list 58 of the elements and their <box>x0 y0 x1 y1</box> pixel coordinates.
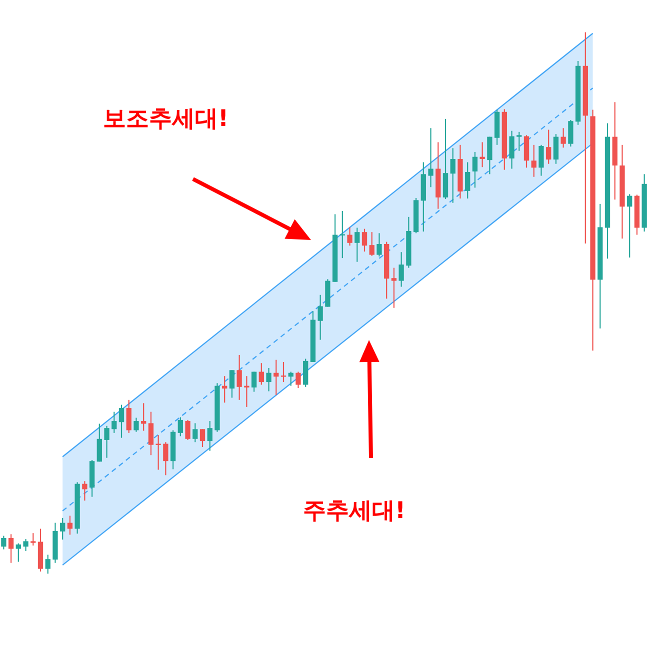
candlestick <box>560 128 566 148</box>
candlestick <box>236 354 242 400</box>
candlestick <box>509 130 514 170</box>
candlestick <box>134 417 139 432</box>
candlestick <box>465 162 470 200</box>
candlestick <box>318 294 323 340</box>
candlestick <box>1 535 6 550</box>
candlestick <box>450 148 456 204</box>
candlestick <box>376 232 382 257</box>
annotation: 주추세대! <box>303 498 406 524</box>
candlestick <box>472 151 478 188</box>
candlestick <box>118 404 124 438</box>
candlestick <box>288 371 294 386</box>
candlestick <box>163 442 168 476</box>
candlestick <box>538 144 544 176</box>
candlestick <box>104 425 110 458</box>
candlestick <box>200 428 206 448</box>
candlestick <box>30 532 36 546</box>
candlestick <box>369 232 374 256</box>
candlestick <box>178 416 183 437</box>
candlestick <box>96 423 102 462</box>
candlestick <box>23 538 28 552</box>
candlestick <box>60 517 66 540</box>
candlestick <box>362 228 368 252</box>
candlestick <box>274 359 279 396</box>
candlestick <box>192 422 198 443</box>
candlestick <box>258 362 264 386</box>
candlestick <box>340 210 345 259</box>
candlestick <box>354 227 360 262</box>
candlestick <box>148 411 154 456</box>
candlestick <box>627 194 632 258</box>
candlestick <box>516 131 522 152</box>
candlestick <box>67 515 73 536</box>
candlestick <box>185 419 190 441</box>
annotation: 보조추세대! <box>103 106 228 132</box>
candlestick <box>126 399 132 434</box>
candlestick <box>266 367 272 392</box>
candlestick <box>82 480 88 502</box>
candlestick <box>296 371 301 389</box>
candlestick <box>229 370 235 398</box>
candlestick <box>391 267 397 308</box>
candlestick <box>207 420 212 452</box>
candlestick <box>16 542 21 562</box>
candlestick <box>244 376 250 408</box>
candlestick <box>45 554 50 574</box>
candlestick <box>251 371 257 392</box>
candlestick <box>347 226 352 246</box>
candlestick <box>487 136 492 175</box>
candlestick <box>568 119 574 148</box>
candlestick <box>428 128 434 188</box>
candlestick <box>112 411 117 434</box>
candlestick <box>553 134 559 164</box>
candlestick <box>480 142 485 168</box>
candlestick <box>303 358 308 388</box>
candlestick <box>398 252 404 288</box>
candlestick <box>531 144 536 178</box>
candlestick <box>546 129 552 164</box>
candlestick <box>8 534 14 564</box>
